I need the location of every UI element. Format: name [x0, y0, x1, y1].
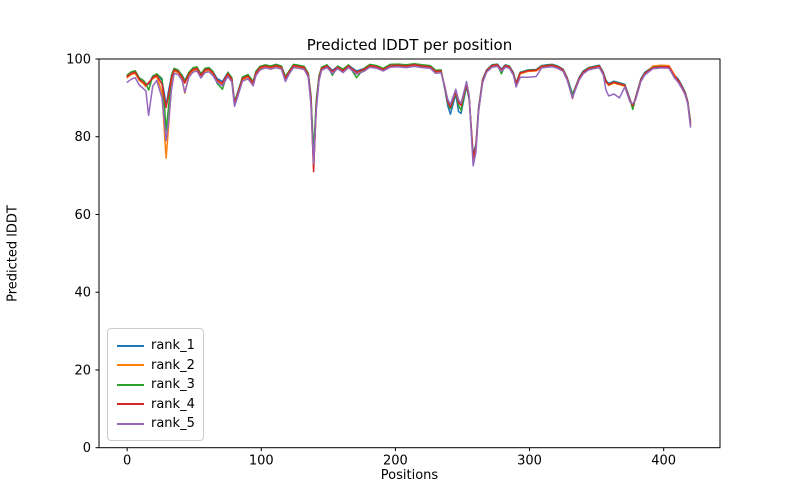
- legend-label: rank_1: [151, 338, 195, 354]
- x-tick-label: 100: [249, 454, 274, 469]
- legend-label: rank_2: [151, 357, 195, 373]
- legend-entry-rank-3: rank_3: [117, 375, 195, 395]
- legend-line-swatch: [117, 383, 144, 386]
- y-tick-label: 100: [66, 53, 91, 68]
- y-axis-label: Predicted lDDT: [5, 205, 21, 302]
- legend-entry-rank-5: rank_5: [117, 414, 195, 434]
- legend-box: rank_1 rank_2 rank_3 rank_4 rank_5: [107, 328, 204, 441]
- series-line-rank_1: [126, 63, 692, 161]
- series-line-rank_4: [126, 64, 692, 173]
- y-tick-label: 20: [74, 363, 91, 378]
- legend-label: rank_5: [151, 416, 195, 432]
- x-tick-label: 200: [383, 454, 408, 469]
- y-tick-label: 40: [74, 286, 91, 301]
- y-tick-label: 0: [83, 441, 91, 456]
- x-tick-label: 400: [651, 454, 676, 469]
- x-tick-label: 0: [123, 454, 131, 469]
- series-line-rank_5: [126, 65, 692, 167]
- x-axis-label: Positions: [380, 468, 439, 483]
- legend-line-swatch: [117, 403, 144, 406]
- legend-entry-rank-1: rank_1: [117, 336, 195, 356]
- legend-line-swatch: [117, 344, 144, 347]
- legend-line-swatch: [117, 364, 144, 367]
- chart-title: Predicted lDDT per position: [306, 36, 513, 54]
- y-tick-label: 80: [74, 130, 91, 145]
- legend-entry-rank-2: rank_2: [117, 356, 195, 376]
- legend-line-swatch: [117, 422, 144, 425]
- series-line-rank_3: [126, 62, 692, 157]
- axes-frame: [98, 58, 721, 449]
- legend-label: rank_3: [151, 377, 195, 393]
- legend-label: rank_4: [151, 396, 195, 412]
- legend-entry-rank-4: rank_4: [117, 395, 195, 415]
- x-tick-label: 300: [517, 454, 542, 469]
- y-tick-label: 60: [74, 208, 91, 223]
